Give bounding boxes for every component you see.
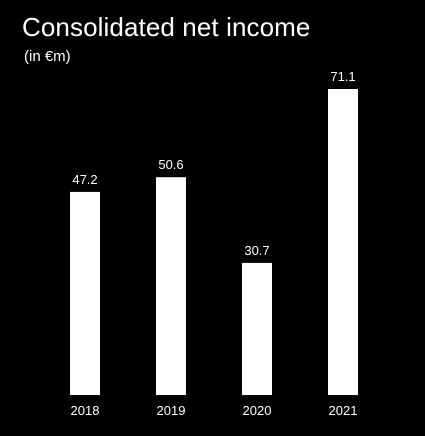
value-label-2021: 71.1 [330, 69, 355, 84]
value-label-2020: 30.7 [244, 243, 269, 258]
bar-2021 [328, 89, 358, 395]
bar-2020 [242, 262, 272, 395]
chart-subtitle: (in €m) [24, 48, 71, 65]
chart-title: Consolidated net income [22, 12, 311, 42]
bar-2018 [70, 191, 100, 395]
value-label-2019: 50.6 [158, 157, 183, 172]
x-tick-label-2020: 2020 [243, 403, 272, 418]
x-tick-label-2021: 2021 [329, 403, 358, 418]
value-label-2018: 47.2 [72, 172, 97, 187]
bar-2019 [156, 177, 186, 395]
x-tick-label-2019: 2019 [157, 403, 186, 418]
x-tick-label-2018: 2018 [71, 403, 100, 418]
